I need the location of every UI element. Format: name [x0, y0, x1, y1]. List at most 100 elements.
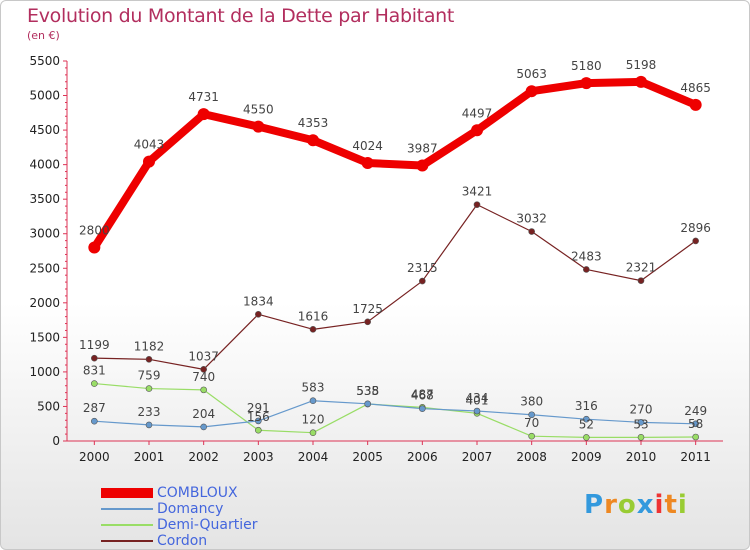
data-point [255, 310, 262, 318]
series-layer [88, 75, 702, 441]
data-point [364, 400, 371, 408]
data-label: 5063 [516, 67, 547, 81]
data-label: 4865 [680, 81, 711, 95]
y-tick-label: 4000 [29, 158, 60, 172]
data-label: 120 [302, 413, 325, 427]
y-tick-label: 3000 [29, 227, 60, 241]
data-point [471, 124, 483, 137]
data-point [692, 433, 699, 441]
y-tick-label: 3500 [29, 192, 60, 206]
logo-letter: x [636, 490, 655, 520]
x-tick-label: 2002 [188, 450, 219, 464]
data-point [200, 423, 207, 431]
data-point [309, 397, 317, 405]
data-label: 4043 [134, 138, 165, 152]
data-label: 53 [633, 417, 648, 431]
x-tick-label: 2009 [571, 450, 602, 464]
data-label: 380 [520, 395, 543, 409]
data-label: 1616 [298, 309, 329, 323]
y-tick-label: 2000 [29, 296, 60, 310]
y-tick-label: 5000 [29, 89, 60, 103]
data-label: 70 [524, 416, 539, 430]
data-label: 204 [192, 407, 215, 421]
data-point [91, 354, 98, 362]
legend-label: Domancy [157, 501, 224, 517]
legend-swatch [101, 540, 153, 542]
data-point [419, 277, 426, 285]
data-point [583, 266, 590, 273]
data-point [580, 77, 593, 90]
data-label: 316 [575, 399, 598, 413]
data-label: 2315 [407, 261, 438, 275]
data-point [91, 417, 98, 425]
data-point [145, 385, 153, 392]
legend-item: COMBLOUX [101, 485, 257, 501]
legend-item: Demi-Quartier [101, 517, 257, 533]
legend-swatch [101, 488, 153, 498]
series-line-domancy [93, 400, 697, 428]
data-point [143, 155, 155, 168]
x-tick-label: 2003 [243, 450, 274, 464]
data-label: 2800 [79, 224, 110, 238]
logo-letter: i [654, 490, 665, 520]
data-point [637, 277, 645, 284]
data-label: 1834 [243, 294, 274, 308]
data-point [473, 201, 481, 208]
series-line-combloux [90, 77, 700, 252]
data-point [689, 98, 702, 111]
data-point [692, 420, 699, 428]
data-label: 270 [630, 402, 653, 416]
series-line-demi-quartier [93, 382, 697, 439]
logo-letter: i [677, 490, 688, 520]
legend-label: COMBLOUX [157, 485, 238, 501]
y-tick-label: 0 [52, 434, 60, 448]
y-tick-label: 2500 [29, 261, 60, 275]
legend-label: Demi-Quartier [157, 517, 258, 533]
data-label: 5198 [626, 58, 657, 72]
series-line-cordon [93, 204, 697, 370]
x-tick-label: 2005 [352, 450, 383, 464]
x-tick-label: 2007 [462, 450, 493, 464]
data-point [583, 415, 590, 423]
data-label: 233 [138, 405, 161, 419]
data-label: 2896 [680, 221, 711, 235]
data-point [252, 120, 265, 133]
data-label: 3987 [407, 142, 438, 156]
chart-subtitle: (en €) [27, 29, 60, 42]
data-point [91, 380, 98, 387]
x-tick-label: 2011 [680, 450, 711, 464]
y-tick-label: 4500 [29, 123, 60, 137]
data-point [528, 411, 535, 419]
legend-swatch [101, 524, 153, 526]
data-point [307, 134, 319, 147]
data-label: 4550 [243, 103, 274, 117]
data-label: 538 [356, 384, 379, 398]
y-tick-label: 5500 [29, 54, 60, 68]
data-label: 4353 [298, 116, 329, 130]
logo-letter: t [664, 490, 678, 520]
data-label: 2483 [571, 249, 602, 263]
data-point [419, 405, 426, 412]
data-label: 4731 [188, 90, 219, 104]
data-label: 58 [688, 417, 703, 431]
data-label: 5180 [571, 59, 602, 73]
data-point [528, 432, 535, 440]
data-point [309, 326, 317, 333]
data-label: 1199 [79, 338, 110, 352]
proxiti-logo: Proxiti [584, 490, 688, 520]
data-label: 1037 [188, 349, 219, 363]
data-label: 759 [138, 369, 161, 383]
data-label: 535 [356, 384, 379, 398]
data-label: 583 [302, 381, 325, 395]
data-label: 4024 [352, 139, 383, 153]
data-label: 1725 [352, 302, 383, 316]
x-tick-label: 2001 [134, 450, 165, 464]
data-point [200, 386, 207, 394]
logo-letter: r [604, 490, 618, 520]
data-point [525, 85, 538, 98]
data-label: 249 [684, 404, 707, 418]
data-point [145, 421, 153, 429]
data-point [255, 426, 262, 434]
